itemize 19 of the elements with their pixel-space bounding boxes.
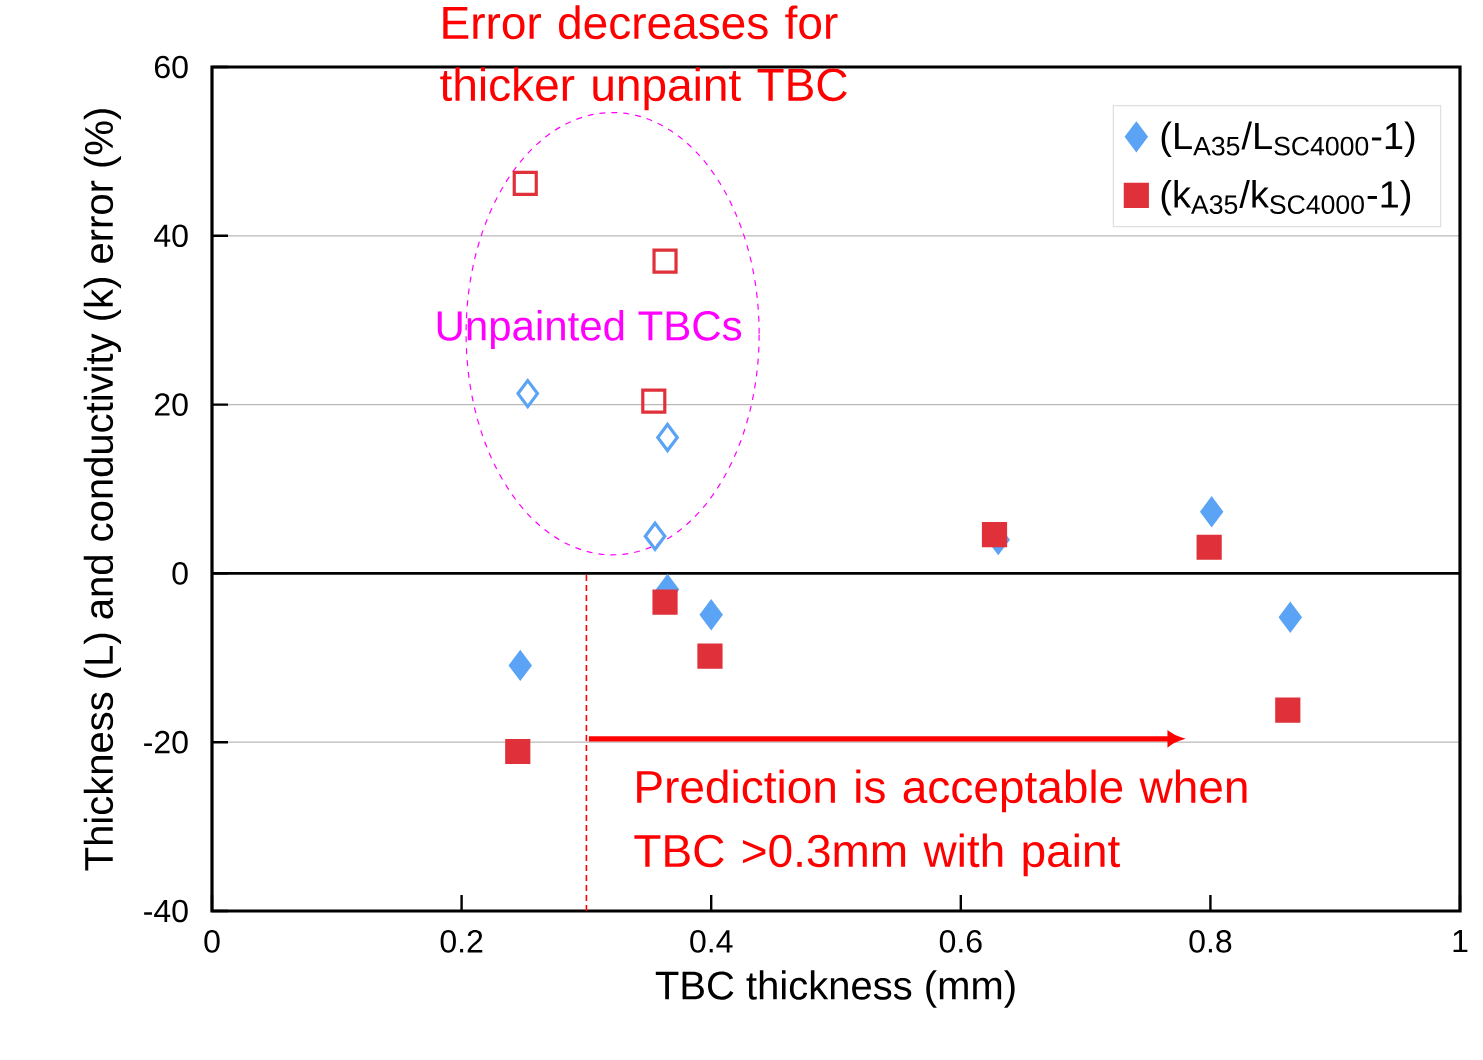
y-axis-title: Thickness (L) and conductivity (k) error (%) (83, 109, 122, 871)
y-tick-label: 0 (172, 562, 188, 585)
y-tick-label: -40 (144, 899, 188, 923)
x-tick-label: 0.4 (690, 930, 733, 953)
x-tick-label: 0 (204, 930, 220, 953)
y-tick-label: 60 (154, 55, 188, 79)
y-tick-label: 40 (154, 224, 188, 248)
annotation: Unpainted TBCs (437, 309, 742, 350)
y-tick-label: 20 (154, 393, 188, 416)
y-tick-label: -20 (144, 730, 188, 754)
legend-label: (k$_{A35}$/k$_{SC4000}$-1) (1161, 180, 1411, 216)
x-tick-label: 0.2 (440, 930, 483, 953)
legend-label: (L$_{A35}$/L$_{SC4000}$-1) (1161, 121, 1415, 157)
x-tick-label: 0.8 (1189, 930, 1232, 953)
x-axis-title: TBC thickness (mm) (655, 970, 1015, 1008)
annotation: Prediction is acceptable when TBC >0.3mm with paint (634, 769, 1247, 877)
annotation: Error decreases for thicker unpaint TBC (440, 5, 847, 111)
x-tick-label: 1 (1453, 930, 1468, 953)
x-tick-label: 0.6 (939, 930, 982, 953)
